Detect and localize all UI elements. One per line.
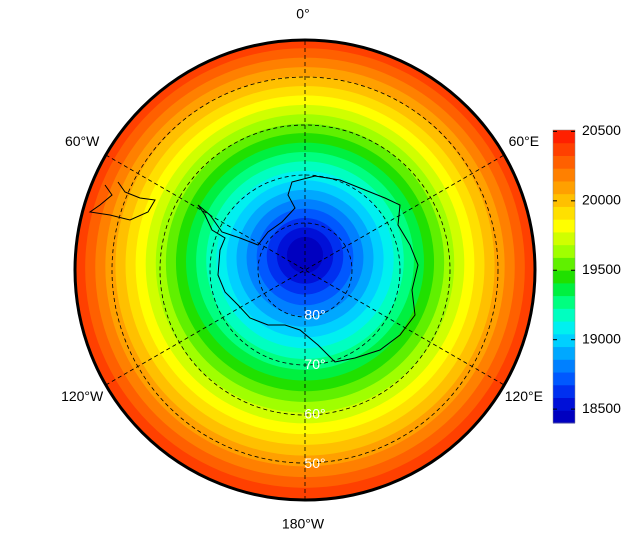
colorbar: 18500 19000 19500 20000 20500 (552, 122, 621, 424)
colorbar-tick-label: 18500 (582, 400, 621, 416)
colorbar-segment (553, 397, 575, 411)
latitude-label: 70° (304, 356, 325, 372)
colorbar-tick-label: 19500 (582, 261, 621, 277)
colorbar-segment (553, 193, 575, 207)
antarctica-coast (197, 175, 419, 363)
latitude-label: 50° (304, 455, 325, 471)
colorbar-segment (553, 384, 575, 399)
colorbar-tick-label: 20500 (582, 122, 621, 138)
contour-field (75, 40, 535, 500)
colorbar-segment (553, 346, 575, 360)
longitude-label: 0° (296, 6, 309, 22)
colorbar-tick-label: 20000 (582, 192, 621, 208)
map-border (73, 38, 537, 502)
colorbar-frame (552, 129, 576, 424)
colorbar-segment (553, 168, 575, 182)
colorbar-segment (553, 231, 575, 246)
colorbar-segment (553, 270, 575, 284)
colorbar-segment (553, 372, 575, 386)
latitude-label: 80° (304, 307, 325, 323)
longitude-label: 60°E (509, 133, 540, 149)
colorbar-segment (553, 257, 575, 271)
colorbar-segment (553, 321, 575, 335)
longitude-label: 120°W (61, 388, 104, 404)
longitude-label: 180°W (282, 516, 325, 532)
colorbar-segment (553, 282, 575, 297)
longitude-label: 60°W (65, 133, 100, 149)
colorbar-segment (553, 155, 575, 169)
colorbar-segment (553, 244, 575, 258)
colorbar-segment (553, 333, 575, 348)
colorbar-segment (553, 219, 575, 233)
colorbar-segment (553, 180, 575, 195)
colorbar-segment (553, 130, 575, 144)
colorbar-segment (553, 359, 575, 373)
coastlines (88, 175, 419, 363)
colorbar-segment (553, 142, 575, 156)
latitude-label: 60° (304, 406, 325, 422)
colorbar-segment (553, 410, 575, 424)
colorbar-tick-label: 19000 (582, 330, 621, 346)
colorbar-segment (553, 295, 575, 309)
longitude-label: 120°E (505, 388, 543, 404)
colorbar-segment (553, 206, 575, 220)
graticule (105, 40, 505, 500)
colorbar-segment (553, 308, 575, 322)
south-america-tip (88, 181, 156, 221)
labels: 0° 60°E 120°E 180°W 120°W 60°W 80° 70° 60° 50° (61, 6, 543, 532)
